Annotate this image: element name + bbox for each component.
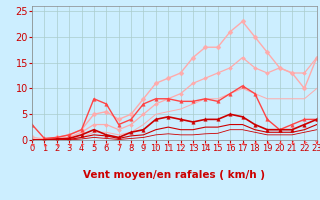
X-axis label: Vent moyen/en rafales ( km/h ): Vent moyen/en rafales ( km/h ) bbox=[84, 170, 265, 180]
